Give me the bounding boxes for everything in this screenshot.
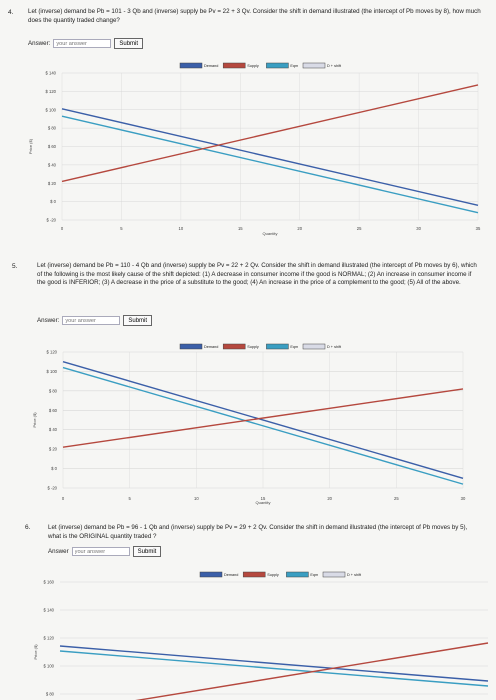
- x-tick-label: 0: [61, 226, 64, 231]
- x-axis-label: Quantity: [256, 500, 271, 505]
- x-tick-label: 10: [179, 226, 184, 231]
- x-tick-label: 30: [416, 226, 421, 231]
- submit-button[interactable]: Submit: [123, 315, 153, 326]
- question-number: 5.: [12, 263, 18, 270]
- answer-input[interactable]: [62, 316, 121, 325]
- answer-row: Answer Submit: [48, 546, 162, 557]
- submit-button[interactable]: Submit: [114, 38, 144, 49]
- chart-q5: $ 120 $ 100 $ 80 $ 60 $ 40 $ 20 $ 0 $ -20 0 5 10 15…: [32, 343, 466, 505]
- legend-swatch: [322, 571, 346, 578]
- y-tick-label: $ 100: [47, 369, 58, 374]
- x-tick-label: 20: [297, 226, 302, 231]
- legend-label: D + shift: [327, 345, 342, 349]
- y-tick-label: $ 40: [48, 162, 57, 167]
- x-tick-label: 25: [394, 496, 399, 501]
- legend-swatch: [302, 343, 326, 350]
- legend-label: D + shift: [347, 573, 362, 577]
- series-line-supply: [62, 388, 464, 448]
- legend-label: Demand: [204, 345, 218, 349]
- legend-swatch: [222, 62, 246, 69]
- question-number: 4.: [8, 9, 14, 16]
- x-tick-label: 20: [327, 496, 332, 501]
- question-text: Let (inverse) demand be Pb = 101 - 3 Qb …: [28, 8, 481, 24]
- legend-label: Eqm: [310, 573, 318, 577]
- y-tick-label: $ 60: [49, 408, 58, 413]
- y-tick-label: $ -20: [47, 486, 57, 491]
- x-tick-label: 15: [238, 226, 243, 231]
- y-tick-label: $ 140: [44, 608, 55, 613]
- answer-label: Answer: [48, 548, 69, 555]
- y-tick-label: $ 160: [44, 580, 55, 585]
- x-tick-label: 25: [357, 226, 362, 231]
- legend-label: Demand: [224, 573, 238, 577]
- y-axis-label: Price ($): [32, 412, 37, 428]
- legend-swatch: [179, 62, 203, 69]
- answer-row: Answer: Submit: [37, 315, 153, 326]
- x-axis-label: Quantity: [263, 231, 278, 236]
- submit-button[interactable]: Submit: [132, 546, 162, 557]
- y-tick-label: $ 100: [46, 107, 57, 112]
- y-tick-label: $ 20: [48, 181, 57, 186]
- legend-swatch: [266, 62, 289, 69]
- y-tick-label: $ 100: [44, 664, 55, 669]
- legend-swatch: [199, 571, 223, 578]
- legend-swatch: [286, 571, 309, 578]
- y-tick-label: $ 40: [49, 427, 58, 432]
- answer-row: Answer: Submit: [28, 38, 144, 49]
- series-line-demand: [62, 361, 464, 479]
- series-line-d-shift: [62, 366, 464, 485]
- y-tick-label: $ 140: [46, 71, 57, 76]
- answer-input[interactable]: [53, 39, 112, 48]
- x-tick-label: 30: [461, 496, 466, 501]
- y-axis-label: Price ($): [28, 138, 33, 154]
- x-tick-label: 15: [261, 496, 266, 501]
- answer-label: Answer:: [37, 317, 60, 324]
- legend-swatch: [222, 343, 246, 350]
- y-tick-label: $ 120: [46, 89, 57, 94]
- y-tick-label: $ 0: [51, 466, 57, 471]
- legend-label: Eqm: [290, 345, 298, 349]
- legend-swatch: [302, 62, 326, 69]
- series-line-d-shift: [61, 115, 479, 214]
- y-tick-label: $ 0: [50, 199, 56, 204]
- legend-swatch: [266, 343, 289, 350]
- x-tick-label: 10: [194, 496, 199, 501]
- question-text: Let (inverse) demand be Pb = 110 - 4 Qb …: [37, 262, 477, 287]
- y-tick-label: $ 20: [49, 447, 58, 452]
- series-line-demand: [61, 108, 479, 206]
- series-line-supply: [135, 642, 489, 700]
- x-tick-label: 5: [128, 496, 131, 501]
- y-tick-label: $ 120: [44, 636, 55, 641]
- series-line-supply: [61, 84, 479, 183]
- chart-q6: $ 160 $ 140 $ 120 $ 100 $ 80 Price ($) Demand S…: [33, 571, 489, 700]
- series-line-d-shift: [59, 650, 489, 687]
- y-tick-label: $ -20: [46, 218, 56, 223]
- x-tick-label: 0: [62, 496, 65, 501]
- legend-label: Supply: [267, 573, 279, 577]
- y-tick-label: $ 60: [48, 144, 57, 149]
- question-number: 6.: [25, 524, 31, 531]
- legend-label: Demand: [204, 64, 218, 68]
- series-line-demand: [59, 645, 489, 682]
- x-tick-label: 5: [120, 226, 123, 231]
- legend-label: Eqm: [290, 64, 298, 68]
- y-tick-label: $ 80: [49, 388, 58, 393]
- x-tick-label: 35: [476, 226, 481, 231]
- legend-swatch: [179, 343, 203, 350]
- y-tick-label: $ 80: [48, 126, 57, 131]
- legend-label: Supply: [247, 345, 259, 349]
- question-text: Let (inverse) demand be Pb = 96 - 1 Qb a…: [48, 524, 468, 540]
- y-tick-label: $ 80: [46, 692, 55, 697]
- answer-label: Answer:: [28, 40, 51, 47]
- answer-input[interactable]: [71, 547, 130, 556]
- legend-label: Supply: [247, 64, 259, 68]
- chart-q4: $ 140 $ 120 $ 100 $ 80 $ 60 $ 40 $ 20 $ 0 $ -20 0…: [28, 62, 481, 236]
- y-tick-label: $ 120: [47, 350, 58, 355]
- y-axis-label: Price ($): [33, 644, 38, 660]
- legend-swatch: [242, 571, 266, 578]
- legend-label: D + shift: [327, 64, 342, 68]
